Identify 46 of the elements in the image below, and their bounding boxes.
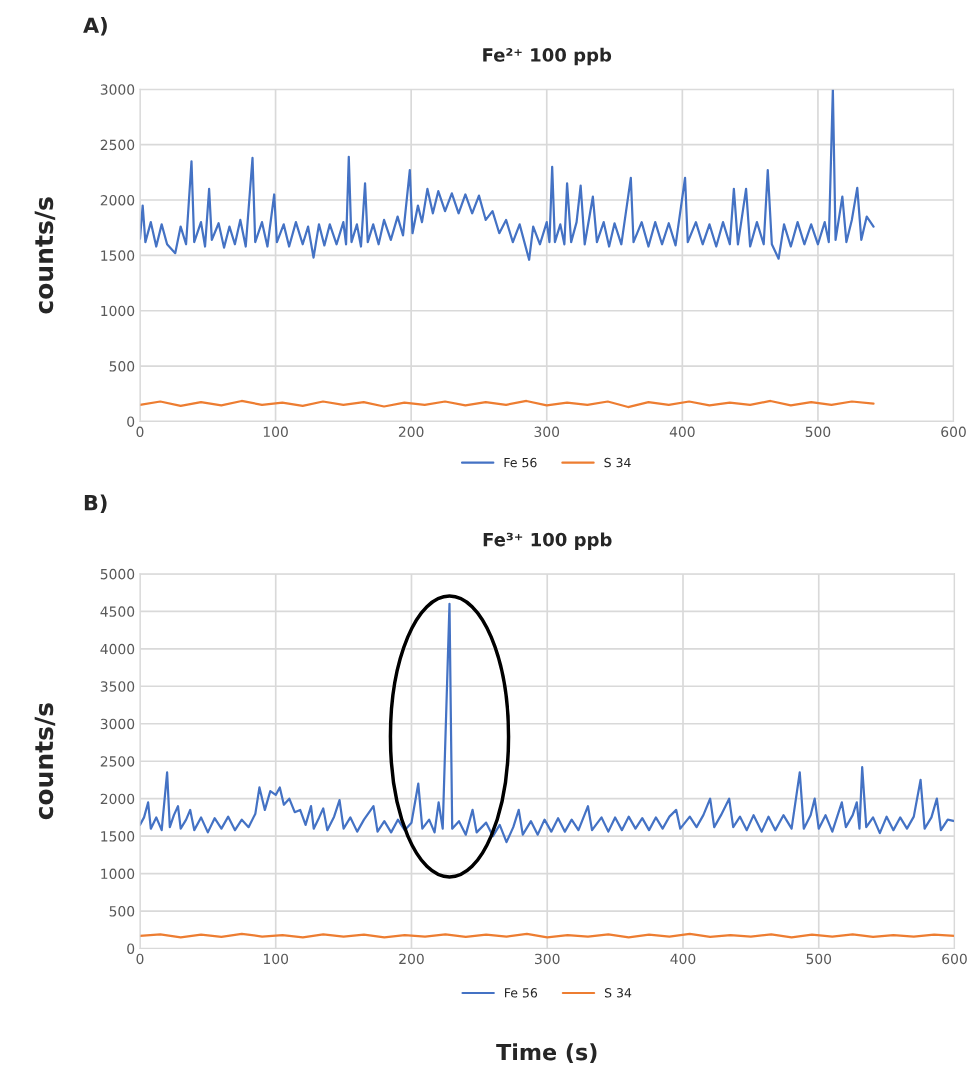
x-tick-label: 600: [941, 426, 966, 438]
line-series: [139, 399, 875, 409]
x-axis-title: Time (s): [496, 1043, 597, 1064]
x-tick-label: 0: [136, 953, 144, 965]
y-tick-label: 3000: [100, 718, 135, 730]
legend-label: S 34: [604, 457, 631, 468]
y-tick-label: 500: [109, 906, 135, 917]
chart-title: Fe³⁺ 100 ppb: [483, 532, 612, 550]
y-tick-label: 1000: [101, 305, 135, 317]
y-tick-label: 1500: [101, 250, 135, 261]
y-tick-label: 4500: [100, 606, 135, 617]
chart-title: Fe²⁺ 100 ppb: [483, 47, 612, 66]
x-tick-label: 400: [670, 953, 696, 965]
x-tick-label: 0: [136, 426, 144, 438]
y-tick-label: 1500: [101, 831, 135, 842]
x-tick-label: 100: [263, 953, 289, 965]
x-tick-label: 500: [805, 426, 831, 438]
x-tick-label: 500: [806, 953, 832, 965]
y-tick-label: 2500: [100, 756, 135, 767]
y-tick-label: 3500: [100, 681, 135, 692]
line-series: [139, 602, 955, 844]
x-tick-label: 200: [398, 426, 424, 438]
text: B): [84, 494, 107, 513]
y-tick-label: 0: [127, 416, 135, 427]
y-tick-label: 500: [109, 361, 135, 372]
y-tick-label: 4000: [100, 643, 135, 655]
x-tick-label: 300: [534, 426, 560, 438]
y-tick-label: 0: [127, 943, 135, 954]
y-tick-label: 2000: [100, 194, 135, 206]
line-series: [139, 89, 875, 261]
y-tick-label: 3000: [100, 84, 135, 95]
y-axis-title: counts/s: [34, 703, 56, 820]
legend-label: Fe 56: [504, 457, 537, 468]
y-axis-title: counts/s: [34, 197, 56, 314]
x-tick-label: 600: [942, 953, 967, 965]
x-tick-label: 200: [399, 953, 424, 965]
y-tick-label: 1000: [101, 868, 135, 880]
x-tick-label: 100: [263, 426, 288, 438]
y-tick-label: 5000: [100, 568, 135, 580]
y-tick-label: 2000: [100, 793, 135, 805]
y-tick-label: 2500: [100, 139, 135, 151]
legend-label: Fe 56: [505, 988, 538, 998]
x-tick-label: 400: [669, 426, 695, 438]
text: A): [83, 17, 107, 36]
legend-label: S 34: [604, 988, 632, 998]
x-tick-label: 300: [535, 953, 560, 965]
